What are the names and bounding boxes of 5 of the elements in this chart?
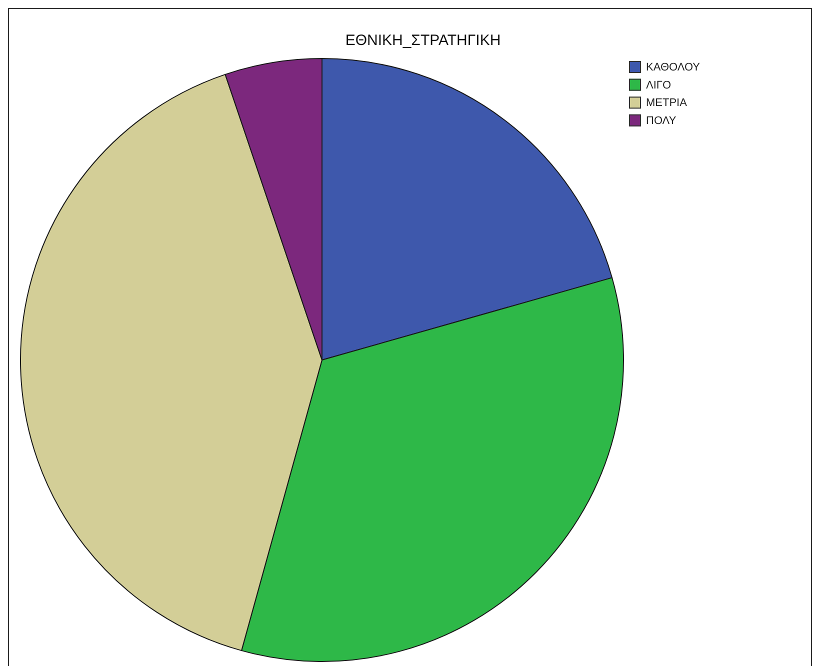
legend-label: ΛΙΓΟ — [646, 79, 672, 92]
legend-label: ΜΕΤΡΙΑ — [646, 97, 688, 110]
legend-label: ΠΟΛΥ — [646, 114, 677, 127]
legend-label: ΚΑΘΟΛΟΥ — [646, 62, 701, 74]
chart-title: ΕΘΝΙΚΗ_ΣΤΡΑΤΗΓΙΚΗ — [344, 31, 502, 50]
